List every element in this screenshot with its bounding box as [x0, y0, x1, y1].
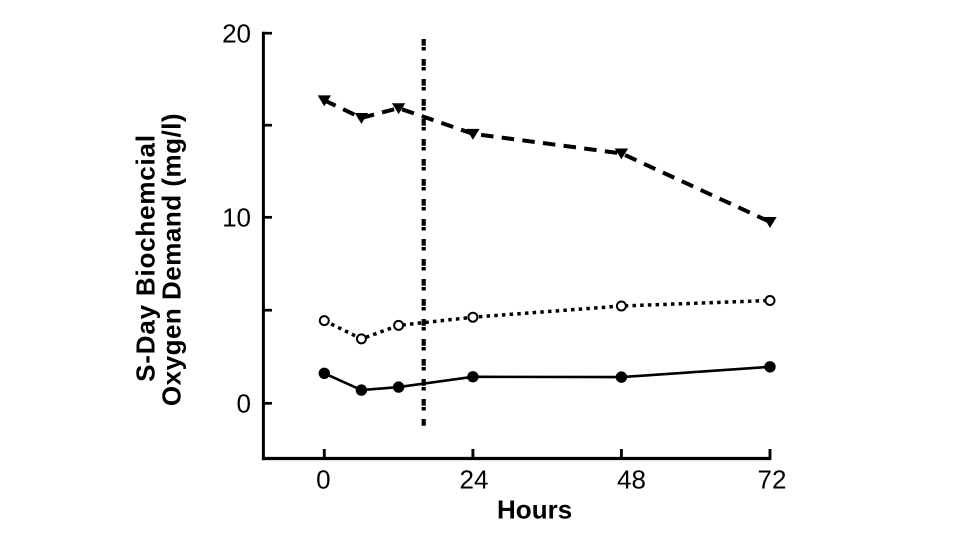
svg-text:Hours: Hours: [497, 494, 572, 524]
svg-text:Oxygen Demand (mg/l): Oxygen Demand (mg/l): [157, 113, 187, 406]
svg-text:72: 72: [758, 464, 787, 494]
svg-text:0: 0: [237, 389, 251, 419]
svg-text:S-Day Biochemcial: S-Day Biochemcial: [131, 134, 161, 382]
svg-text:20: 20: [222, 19, 251, 49]
svg-text:0: 0: [316, 464, 330, 494]
svg-text:24: 24: [460, 464, 489, 494]
svg-text:10: 10: [222, 203, 251, 233]
svg-text:48: 48: [617, 464, 646, 494]
